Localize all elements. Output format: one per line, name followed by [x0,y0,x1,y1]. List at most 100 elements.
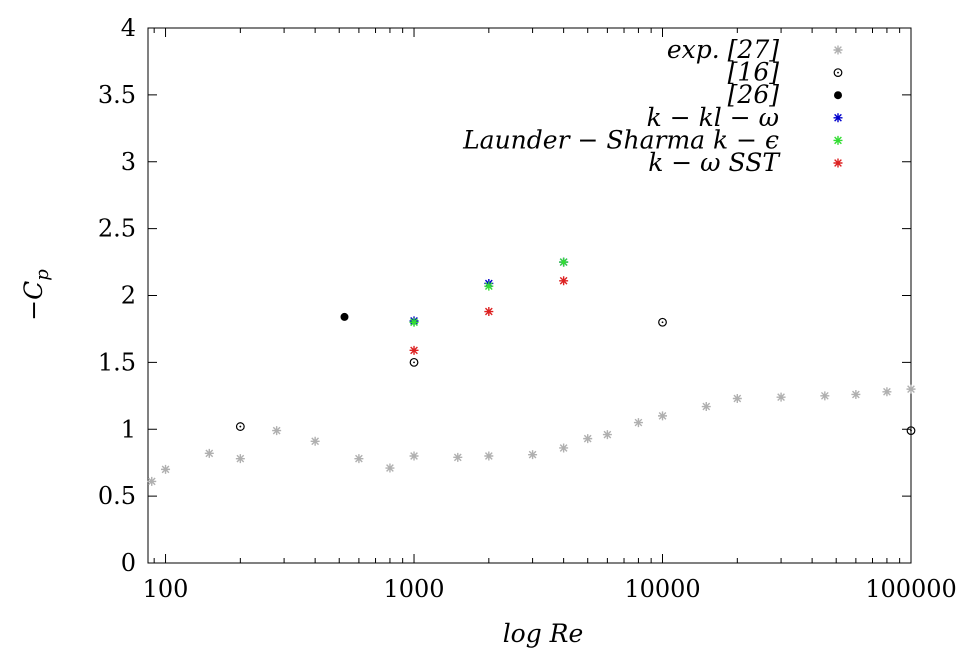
data-point [484,307,494,317]
data-point [235,454,245,464]
data-point-marker [161,464,171,474]
series-0 [147,384,916,486]
y-tick-label: 3 [121,148,136,176]
data-point-marker [147,476,157,486]
data-point-marker [354,454,364,464]
series-2 [340,312,349,321]
data-point-marker [235,422,245,431]
data-point-center [413,361,415,364]
data-point-marker [658,317,667,327]
data-point-marker [385,463,395,473]
data-point-marker [409,451,419,461]
data-point [701,402,711,412]
data-point-marker [633,418,643,428]
legend-entry: k − kl − ω [647,103,843,132]
legend-marker [833,113,843,123]
legend-marker [833,68,843,77]
data-point-marker [583,434,593,444]
legend-marker [833,45,843,55]
data-point-marker [851,389,861,399]
data-point [882,387,892,397]
data-point-marker [882,387,892,397]
y-tick-label: 0 [121,549,136,577]
data-point [409,357,419,367]
data-points [147,257,916,486]
legend-entry: [16] [728,58,843,87]
data-point [235,422,245,431]
y-tick-label: 1.5 [98,348,136,376]
data-point [310,436,320,446]
y-tick-label: 2.5 [98,215,136,243]
legend-entry: [26] [728,80,842,109]
data-point [161,464,171,474]
data-point [658,317,667,327]
data-point-center [837,71,839,74]
data-point [602,430,612,440]
data-point-marker [484,451,494,461]
data-point [633,418,643,428]
legend-entry: k − ω SST [648,148,843,177]
legend-entry: Launder − Sharma k − ϵ [462,125,843,154]
data-point [820,391,830,401]
x-tick-label: 10000 [624,575,700,603]
data-point-marker [701,402,711,412]
x-axis-label: log Re [503,619,584,648]
data-point [906,384,916,394]
data-point [385,463,395,473]
plot-axes [147,27,912,564]
legend-marker [833,158,843,168]
data-point [453,452,463,462]
data-point [204,448,214,458]
data-point-marker [409,357,419,367]
data-point-marker [732,393,742,403]
data-point [484,281,494,291]
data-point [559,443,569,453]
data-point-center [910,429,912,432]
legend-entry: exp. [27] [667,35,843,64]
data-point-marker [204,448,214,458]
x-tick-label: 100 [143,575,189,603]
axis-ticks: 0 0.5 1 1.5 2 2.5 3 3.5 4 100 1000 10000 100000 [98,14,957,603]
data-point [340,312,349,321]
data-point-marker [833,158,843,168]
data-point-marker [272,426,282,436]
data-point [851,389,861,399]
data-point [354,454,364,464]
legend-label: [26] [728,80,780,109]
data-point [906,426,916,435]
x-tick-label: 1000 [383,575,444,603]
y-tick-label: 2 [121,282,136,310]
data-point-marker [833,45,843,55]
y-axis-label: −Cp [19,269,53,321]
data-point-marker [833,68,843,77]
data-point-marker [658,411,668,421]
data-point-marker [340,312,349,321]
data-point [409,451,419,461]
data-point-marker [528,450,538,460]
data-point-marker [235,454,245,464]
data-point-marker [776,392,786,402]
data-point [147,476,157,486]
series-4 [409,257,569,327]
x-tick-label: 100000 [865,575,957,603]
legend-marker [833,135,843,145]
data-point [409,317,419,327]
data-point [272,426,282,436]
legend-marker [834,91,842,100]
y-tick-label: 0.5 [98,482,136,510]
data-point-marker [484,281,494,291]
data-point-marker [559,276,569,286]
legend-label: k − kl − ω [647,103,779,132]
legend-label: exp. [27] [667,35,779,64]
data-point [484,451,494,461]
data-point-marker [833,135,843,145]
data-point-marker [453,452,463,462]
series-5 [409,276,569,355]
data-point-marker [310,436,320,446]
legend-label: [16] [728,58,780,87]
data-point [658,411,668,421]
data-point-marker [834,91,842,100]
y-tick-label: 1 [121,415,136,443]
data-point-marker [559,257,569,267]
